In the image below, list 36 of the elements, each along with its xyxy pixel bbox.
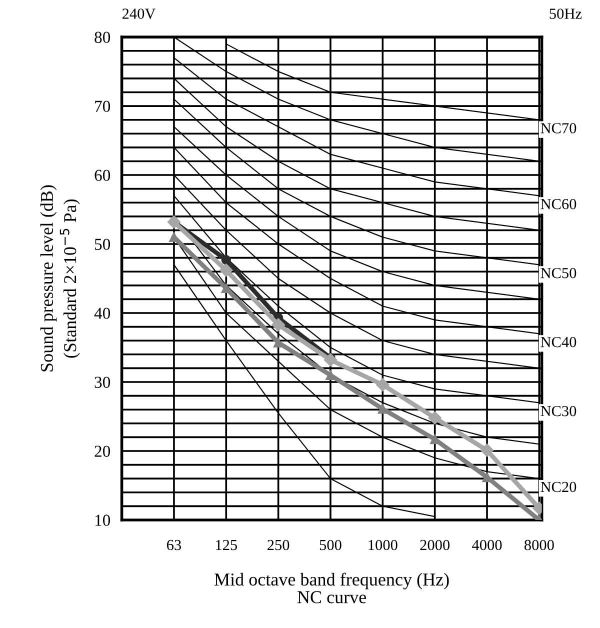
point xyxy=(326,370,336,380)
y-tick-label: 10 xyxy=(95,514,110,526)
x-tick-label: 4000 xyxy=(472,540,502,550)
x-tick-label: 1000 xyxy=(368,540,398,550)
text: 50Hz xyxy=(550,8,582,19)
x-tick-label: 250 xyxy=(268,540,290,550)
y-tick-label: 30 xyxy=(94,376,110,388)
y-tick-label: 60 xyxy=(94,170,110,181)
series-label: NC20 xyxy=(540,482,576,492)
y-tick-label: 20 xyxy=(94,446,110,457)
x-tick-label: 125 xyxy=(216,540,238,550)
series-label: NC50 xyxy=(540,268,576,278)
text: 240V xyxy=(122,8,156,19)
point xyxy=(480,444,494,457)
series-label: NC40 xyxy=(540,336,576,348)
series-label: NC70 xyxy=(540,123,576,134)
x-tick-label: 2000 xyxy=(420,540,450,550)
y-tick-label: 40 xyxy=(94,308,110,319)
series-label: NC60 xyxy=(540,198,576,210)
series-label: NC30 xyxy=(540,406,576,416)
x-tick-label: 500 xyxy=(320,540,342,550)
y-tick-label: 50 xyxy=(94,238,110,250)
x-axis-title: Mid octave band frequency (Hz) NC curve xyxy=(214,572,449,604)
point xyxy=(220,264,233,277)
y-tick-label: 70 xyxy=(95,100,110,112)
point xyxy=(376,378,390,392)
point xyxy=(324,353,338,367)
x-tick-label: 8000 xyxy=(524,540,554,550)
point xyxy=(272,318,285,332)
y-tick-label: 80 xyxy=(94,32,110,43)
point xyxy=(273,338,284,348)
point xyxy=(378,404,388,414)
x-tick-label: 63 xyxy=(166,540,182,550)
point xyxy=(428,411,442,424)
point xyxy=(221,255,232,265)
y-axis-title: Sound pressure level (dB) (Standard 2×10$^{−5}$ Pa) xyxy=(40,185,80,372)
